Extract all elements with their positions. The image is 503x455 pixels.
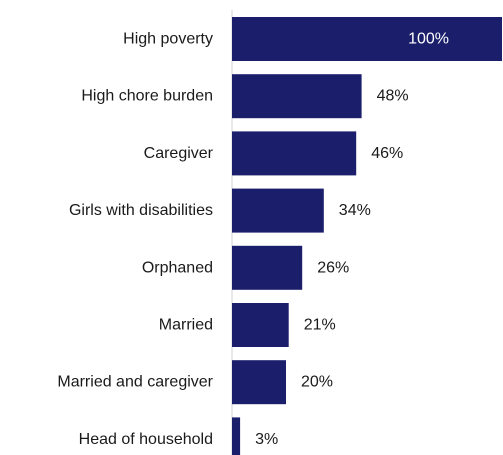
value-label: 48% <box>377 88 409 105</box>
value-label: 34% <box>339 202 371 219</box>
bar <box>232 303 289 347</box>
bars-group: High poverty 100% High chore burden 48% Care… <box>57 17 502 455</box>
value-label: 26% <box>317 259 349 276</box>
category-label: Head of household <box>79 431 213 448</box>
value-label: 20% <box>301 374 333 391</box>
bar <box>232 17 502 61</box>
category-label: Married and caregiver <box>57 374 213 391</box>
bar <box>232 74 362 119</box>
category-label: Caregiver <box>144 145 214 162</box>
category-label: High chore burden <box>81 88 213 105</box>
bar <box>232 245 303 290</box>
value-label: 21% <box>304 317 336 334</box>
category-label: High poverty <box>123 31 213 48</box>
bar <box>232 131 357 176</box>
bar <box>232 188 324 233</box>
value-label: 100% <box>408 31 449 48</box>
bar <box>232 417 241 455</box>
bar <box>232 360 286 405</box>
category-label: Girls with disabilities <box>69 202 213 219</box>
category-label: Orphaned <box>142 259 213 276</box>
category-label: Married <box>159 317 213 334</box>
value-label: 46% <box>371 145 403 162</box>
value-label: 3% <box>255 431 278 448</box>
